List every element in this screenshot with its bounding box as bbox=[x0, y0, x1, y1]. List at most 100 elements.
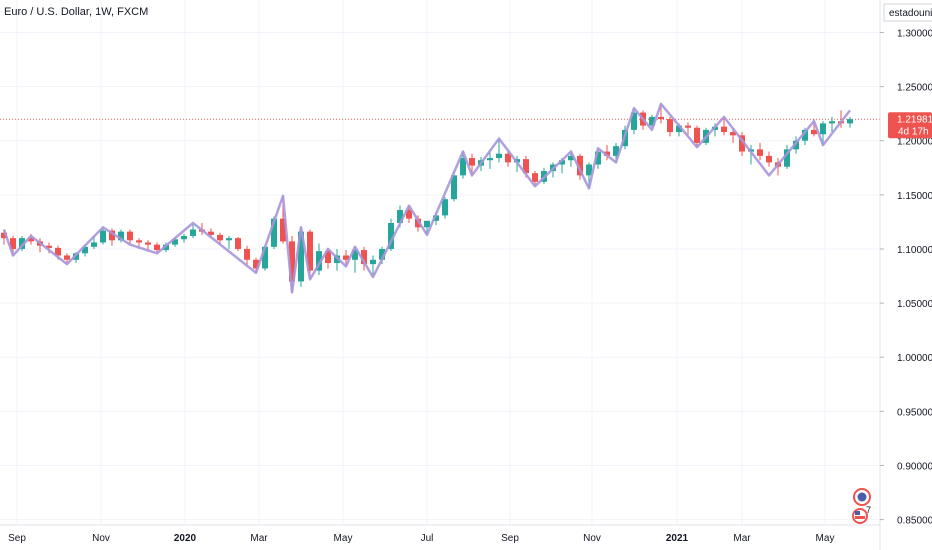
candle-body bbox=[415, 218, 421, 228]
candle-body bbox=[325, 251, 331, 264]
candle-body bbox=[379, 248, 385, 260]
candle-body bbox=[397, 210, 403, 223]
candle-body bbox=[784, 149, 790, 167]
candle[interactable] bbox=[631, 108, 637, 135]
candle[interactable] bbox=[361, 246, 367, 271]
x-tick-label: Mar bbox=[250, 533, 268, 544]
event-badges[interactable]: 7 bbox=[852, 488, 871, 524]
candle-body bbox=[595, 151, 601, 165]
candle[interactable] bbox=[406, 205, 412, 223]
candle[interactable] bbox=[667, 116, 673, 137]
candle[interactable] bbox=[604, 145, 610, 161]
candle-body bbox=[424, 220, 430, 228]
candle-body bbox=[442, 199, 448, 216]
candle-body bbox=[406, 210, 412, 219]
candle[interactable] bbox=[352, 246, 358, 273]
candle-body bbox=[190, 229, 196, 236]
candle-body bbox=[172, 239, 178, 245]
candle-body bbox=[262, 246, 268, 269]
candle-body bbox=[19, 238, 25, 249]
candle-body bbox=[532, 173, 538, 182]
candle[interactable] bbox=[127, 229, 133, 245]
y-axis[interactable]: 1.30000 1.25000 1.20000 1.15000 1.10000 1.050… bbox=[880, 28, 932, 527]
candle-body bbox=[667, 119, 673, 133]
candle[interactable] bbox=[181, 233, 187, 243]
candle-body bbox=[154, 244, 160, 251]
candle-body bbox=[829, 121, 835, 124]
candle[interactable] bbox=[847, 116, 853, 128]
candle[interactable] bbox=[766, 151, 772, 167]
candle[interactable] bbox=[820, 121, 826, 146]
candle-body bbox=[586, 164, 592, 176]
candles bbox=[1, 103, 853, 293]
candle-body bbox=[631, 112, 637, 130]
us-flag-icon-canton bbox=[855, 511, 860, 515]
candle[interactable] bbox=[442, 197, 448, 219]
candle-body bbox=[496, 153, 502, 159]
candle[interactable] bbox=[307, 229, 313, 280]
x-axis[interactable]: Sep Nov 2020 Mar May Jul Sep Nov 2021 Mar May bbox=[8, 533, 834, 544]
candle-body bbox=[505, 153, 511, 163]
candle-body bbox=[271, 218, 277, 247]
candle[interactable] bbox=[829, 116, 835, 133]
candle-body bbox=[28, 238, 34, 242]
candle[interactable] bbox=[505, 151, 511, 167]
symbol-search-text[interactable]: estadounid bbox=[889, 8, 932, 19]
candle[interactable] bbox=[532, 171, 538, 187]
candle[interactable] bbox=[235, 237, 241, 252]
candle[interactable] bbox=[388, 218, 394, 252]
candle[interactable] bbox=[19, 235, 25, 252]
candle-body bbox=[127, 231, 133, 241]
candle[interactable] bbox=[757, 142, 763, 161]
candle-body bbox=[181, 235, 187, 240]
candle-body bbox=[487, 158, 493, 161]
candle[interactable] bbox=[244, 245, 250, 266]
candle[interactable] bbox=[577, 153, 583, 180]
candle[interactable] bbox=[793, 136, 799, 154]
candle[interactable] bbox=[190, 224, 196, 239]
symbol-search-box[interactable] bbox=[883, 3, 932, 22]
candle[interactable] bbox=[784, 145, 790, 169]
candle[interactable] bbox=[649, 114, 655, 128]
candle[interactable] bbox=[298, 227, 304, 287]
x-tick-label: May bbox=[816, 533, 835, 544]
candle-body bbox=[316, 251, 322, 271]
candle[interactable] bbox=[316, 243, 322, 275]
y-tick-label: 1.25000 bbox=[897, 83, 932, 94]
candle[interactable] bbox=[460, 151, 466, 179]
candle[interactable] bbox=[721, 116, 727, 136]
candle[interactable] bbox=[109, 228, 115, 246]
candle[interactable] bbox=[154, 242, 160, 254]
candle[interactable] bbox=[496, 138, 502, 163]
candle-body bbox=[343, 255, 349, 260]
candle[interactable] bbox=[226, 235, 232, 249]
candle[interactable] bbox=[100, 227, 106, 245]
candle[interactable] bbox=[217, 232, 223, 245]
candle-body bbox=[46, 245, 52, 248]
candle-body bbox=[109, 230, 115, 241]
candle-body bbox=[64, 255, 70, 260]
candle-body bbox=[280, 218, 286, 242]
x-tick-label: Jul bbox=[421, 533, 434, 544]
candle[interactable] bbox=[469, 153, 475, 176]
us-flag-icon-stripes bbox=[855, 516, 865, 519]
candle-body bbox=[145, 242, 151, 245]
candle[interactable] bbox=[694, 125, 700, 148]
candle[interactable] bbox=[739, 132, 745, 156]
candle-body bbox=[226, 238, 232, 241]
candle[interactable] bbox=[685, 122, 691, 136]
candle-body bbox=[208, 231, 214, 235]
candle[interactable] bbox=[370, 255, 376, 278]
candle[interactable] bbox=[451, 171, 457, 202]
candle-body bbox=[82, 246, 88, 254]
candle-body bbox=[793, 140, 799, 150]
zigzag-line bbox=[2, 102, 851, 294]
x-tick-label: 2021 bbox=[666, 533, 689, 544]
candle-body bbox=[118, 231, 124, 241]
y-tick-label: 0.95000 bbox=[897, 407, 932, 418]
candle-body bbox=[685, 125, 691, 128]
candle-body bbox=[820, 123, 826, 135]
candle-body bbox=[307, 231, 313, 271]
candle-body bbox=[298, 231, 304, 282]
